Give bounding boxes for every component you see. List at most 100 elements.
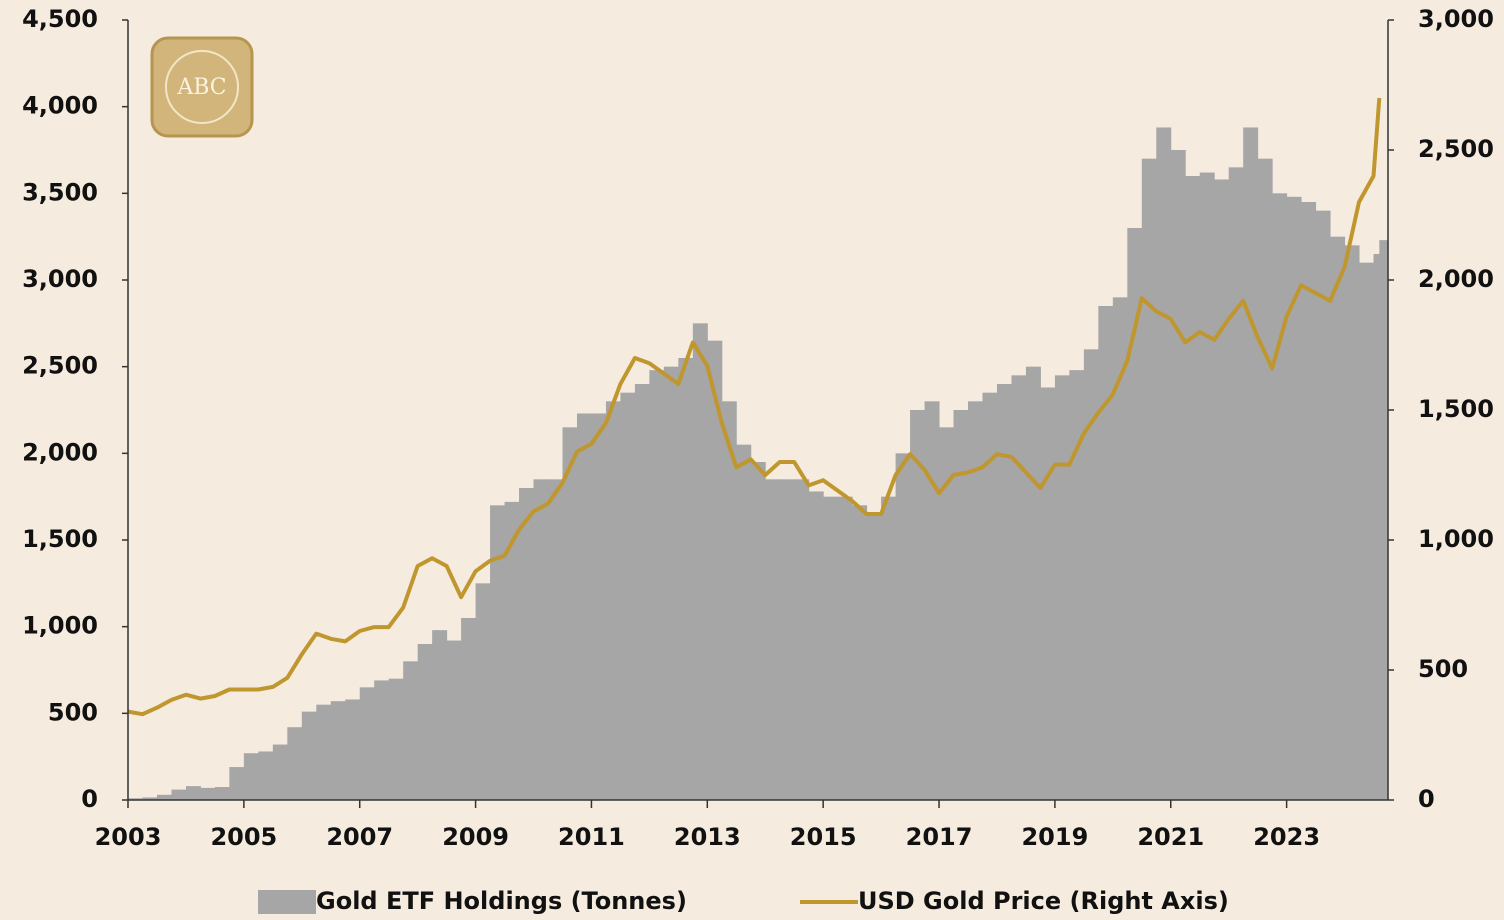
bar (707, 340, 723, 800)
bar (852, 505, 868, 800)
bar (750, 462, 766, 800)
bar (345, 699, 361, 800)
bar (562, 427, 578, 800)
x-tick-label: 2007 (326, 823, 393, 851)
bar (156, 794, 172, 800)
bar (1257, 158, 1273, 800)
y2-tick-label: 0 (1418, 785, 1435, 813)
bar (1141, 158, 1157, 800)
y2-tick-label: 500 (1418, 655, 1468, 683)
y-tick-label: 1,500 (22, 525, 98, 553)
bar (1344, 245, 1360, 801)
bar (1301, 202, 1317, 800)
bar (982, 392, 998, 800)
y2-tick-label: 1,500 (1418, 395, 1494, 423)
bar (634, 384, 650, 800)
bar (243, 753, 259, 800)
bar (200, 787, 216, 800)
bar (663, 366, 679, 800)
bar (1054, 375, 1070, 800)
legend-label: Gold ETF Holdings (Tonnes) (316, 887, 687, 915)
y2-tick-label: 2,000 (1418, 265, 1494, 293)
bar (678, 358, 694, 800)
bar (214, 787, 230, 800)
bar (736, 444, 752, 800)
bar (924, 401, 940, 800)
price-line (127, 97, 1382, 717)
bar (1359, 262, 1375, 801)
bar (765, 479, 781, 800)
y-tick-label: 3,500 (22, 178, 98, 206)
y2-tick-label: 2,500 (1418, 135, 1494, 163)
bar (490, 505, 506, 800)
bar (823, 496, 839, 800)
bar (1214, 179, 1230, 800)
bar (895, 453, 911, 800)
logo: ABC (150, 36, 254, 138)
bar (1156, 127, 1172, 800)
x-tick-label: 2013 (674, 823, 741, 851)
bar (446, 640, 462, 800)
bar (576, 413, 592, 800)
bar (953, 410, 969, 800)
bar (1286, 196, 1302, 801)
bar (1199, 172, 1215, 801)
legend-swatch (258, 890, 316, 914)
plot-area (127, 97, 1389, 801)
legend-label: USD Gold Price (Right Axis) (858, 887, 1229, 915)
y-tick-label: 1,000 (22, 612, 98, 640)
bar (1112, 297, 1128, 800)
bar (939, 427, 955, 800)
bar (229, 767, 245, 800)
bar (1373, 254, 1380, 800)
bar (881, 496, 897, 800)
bar (316, 704, 332, 800)
bar (1098, 306, 1114, 800)
bar (605, 401, 621, 800)
bar (1025, 366, 1041, 800)
x-tick-label: 2005 (210, 823, 277, 851)
x-tick-label: 2015 (790, 823, 857, 851)
bar (1379, 240, 1389, 801)
bar (721, 401, 737, 800)
y-tick-label: 4,500 (22, 5, 98, 33)
y-tick-label: 0 (81, 785, 98, 813)
bar (837, 496, 853, 800)
bar (475, 583, 491, 800)
bar (808, 491, 824, 800)
bar (779, 479, 795, 800)
y-tick-label: 2,500 (22, 352, 98, 380)
bar (388, 678, 404, 800)
bar (1040, 387, 1056, 800)
bar (996, 384, 1012, 800)
bar (272, 744, 288, 800)
x-tick-label: 2017 (906, 823, 973, 851)
bar (301, 711, 317, 800)
bar (128, 798, 143, 800)
bar (968, 401, 983, 800)
bar (1315, 210, 1331, 800)
bar (330, 701, 346, 800)
bar (359, 687, 375, 800)
y-tick-label: 2,000 (22, 438, 98, 466)
bar (185, 786, 201, 800)
bar (1083, 349, 1099, 800)
y-tick-label: 4,000 (22, 92, 98, 120)
x-tick-label: 2009 (442, 823, 509, 851)
logo-ring (165, 50, 239, 124)
bar (1228, 167, 1244, 801)
y2-tick-label: 1,000 (1418, 525, 1494, 553)
bar (403, 661, 419, 800)
bar (1069, 370, 1085, 800)
y-tick-label: 3,000 (22, 265, 98, 293)
bar (287, 727, 303, 800)
y2-tick-label: 3,000 (1418, 5, 1494, 33)
bar (417, 644, 433, 800)
x-tick-label: 2011 (558, 823, 625, 851)
bar (794, 479, 810, 800)
bar (548, 479, 563, 800)
x-tick-label: 2023 (1253, 823, 1320, 851)
bar (1243, 127, 1259, 800)
